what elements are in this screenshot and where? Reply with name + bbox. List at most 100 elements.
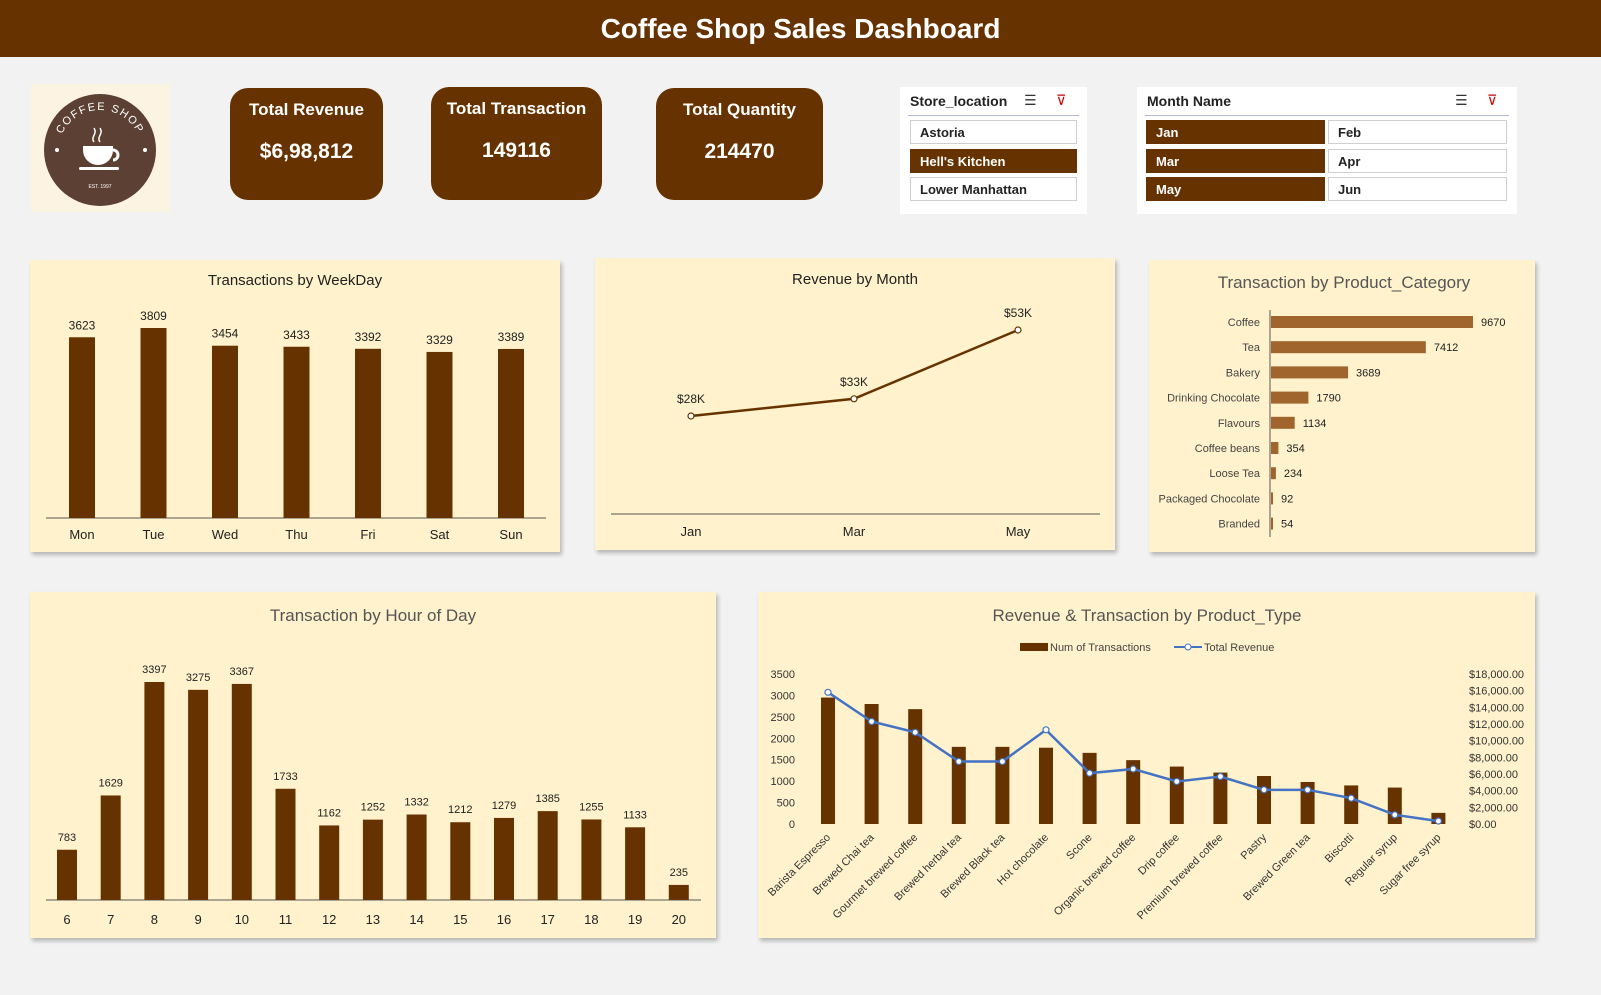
data-label: 3367 — [230, 666, 254, 678]
data-label: 92 — [1281, 493, 1293, 505]
chart-title: Transaction by Hour of Day — [270, 606, 477, 625]
bar — [1271, 517, 1273, 530]
slicer-item-may[interactable]: May — [1146, 177, 1325, 201]
data-label: 1790 — [1316, 393, 1340, 405]
month-chart: Revenue by Month $28K Jan $33K Mar $53K May — [611, 271, 1100, 539]
x-tick-label: Scone — [1064, 832, 1095, 863]
point — [850, 395, 858, 403]
bar — [283, 346, 310, 518]
y-right-tick-label: $6,000.00 — [1469, 769, 1518, 781]
data-label: 1134 — [1303, 418, 1327, 430]
bar — [1271, 467, 1276, 480]
bar — [188, 689, 209, 900]
logo-est: EST. 1997 — [88, 184, 111, 190]
bar — [450, 822, 471, 900]
y-tick-label: Branded — [1218, 519, 1260, 531]
slicer-item-jun[interactable]: Jun — [1328, 177, 1507, 201]
y-right-tick-label: $4,000.00 — [1469, 786, 1518, 798]
x-tick-label: Tue — [143, 527, 165, 542]
slicer-item-lower-manhattan[interactable]: Lower Manhattan — [910, 177, 1077, 201]
bar — [144, 682, 165, 900]
slicer-item-astoria[interactable]: Astoria — [910, 120, 1077, 144]
x-tick-label: Jan — [681, 524, 702, 539]
x-tick-label: Thu — [285, 527, 307, 542]
chart-title: Revenue by Month — [792, 271, 918, 288]
revenue-point — [1129, 765, 1137, 773]
slicer-item-hells-kitchen[interactable]: Hell's Kitchen — [910, 149, 1077, 173]
data-label: 3389 — [498, 330, 525, 344]
month-chart-panel: Revenue by Month $28K Jan $33K Mar $53K May — [595, 258, 1115, 550]
chart-title: Transaction by Product_Category — [1218, 273, 1471, 292]
hour-chart-panel: Transaction by Hour of Day 783 6 1629 7 3397 8… — [30, 592, 716, 938]
data-label: 1733 — [273, 771, 297, 783]
chart-title: Transactions by WeekDay — [208, 272, 383, 289]
y-right-tick-label: $0.00 — [1469, 819, 1497, 831]
bar — [668, 884, 689, 900]
series-line — [690, 328, 1019, 418]
x-tick-label: Gourmet brewed coffee — [831, 832, 921, 922]
legend-marker — [1184, 643, 1192, 651]
y-right-tick-label: $10,000.00 — [1469, 736, 1524, 748]
x-tick-label: 7 — [107, 912, 114, 927]
bar — [1271, 366, 1349, 379]
revenue-point — [998, 757, 1006, 766]
bar — [1257, 776, 1271, 824]
data-label: 1385 — [535, 793, 559, 805]
multi-select-icon[interactable]: ☰ — [1024, 92, 1037, 108]
slicer-divider — [908, 115, 1079, 116]
y-right-tick-label: $14,000.00 — [1469, 702, 1524, 714]
data-label: 1212 — [448, 804, 472, 816]
month-name-slicer: Month Name ☰ ⊽ Jan Feb Mar Apr May Jun — [1137, 87, 1517, 214]
y-tick-label: Loose Tea — [1209, 468, 1260, 480]
slicer-item-mar[interactable]: Mar — [1146, 149, 1325, 173]
bar — [821, 697, 835, 824]
revenue-point — [1260, 786, 1268, 794]
bar — [864, 704, 879, 824]
data-label: 3433 — [283, 328, 310, 342]
data-label: 3809 — [140, 309, 167, 323]
slicer-item-apr[interactable]: Apr — [1328, 149, 1507, 173]
bar — [1126, 760, 1141, 824]
data-label: 3329 — [426, 333, 453, 347]
bar — [1271, 492, 1273, 505]
kpi-total-revenue: Total Revenue $6,98,812 — [230, 88, 383, 200]
revenue-point — [1086, 769, 1094, 777]
slicer-divider — [1145, 115, 1509, 116]
product-chart-panel: Revenue & Transaction by Product_Type Num… — [758, 592, 1535, 938]
multi-select-icon[interactable]: ☰ — [1455, 92, 1468, 108]
weekday-chart-panel: Transactions by WeekDay 3623 Mon 3809 Tue 345… — [30, 260, 560, 552]
x-tick-label: Premium brewed coffee — [1135, 832, 1225, 922]
data-label: 1332 — [404, 797, 428, 809]
data-label: 354 — [1286, 443, 1304, 455]
x-tick-label: 19 — [628, 912, 642, 927]
category-chart: Transaction by Product_Category Coffee 967… — [1158, 273, 1505, 537]
weekday-chart: Transactions by WeekDay 3623 Mon 3809 Tue 345… — [46, 272, 546, 542]
clear-filter-icon[interactable]: ⊽ — [1487, 92, 1498, 108]
bar — [908, 709, 923, 824]
bar — [1387, 787, 1402, 824]
slicer-item-feb[interactable]: Feb — [1328, 120, 1507, 144]
revenue-point — [867, 717, 876, 726]
data-label: 3392 — [355, 330, 382, 344]
clear-filter-icon[interactable]: ⊽ — [1056, 92, 1067, 108]
x-tick-label: Mon — [69, 527, 94, 542]
bar — [1344, 785, 1359, 824]
data-label: 1162 — [317, 807, 341, 819]
x-tick-label: 16 — [497, 912, 511, 927]
data-label: $33K — [840, 375, 868, 389]
bar — [426, 351, 453, 518]
y-left-tick-label: 3500 — [771, 669, 795, 681]
slicer-item-jan[interactable]: Jan — [1146, 120, 1325, 144]
data-label: $53K — [1004, 306, 1032, 320]
y-tick-label: Coffee — [1228, 317, 1260, 329]
y-tick-label: Flavours — [1218, 418, 1261, 430]
y-left-tick-label: 2000 — [771, 733, 795, 745]
kpi-label: Total Revenue — [249, 100, 364, 119]
kpi-value: 149116 — [482, 139, 551, 162]
chart-title: Revenue & Transaction by Product_Type — [992, 606, 1301, 625]
category-chart-panel: Transaction by Product_Category Coffee 967… — [1149, 260, 1535, 552]
y-tick-label: Drinking Chocolate — [1167, 393, 1260, 405]
y-right-tick-label: $16,000.00 — [1469, 686, 1524, 698]
data-label: 783 — [58, 832, 76, 844]
kpi-value: 214470 — [704, 140, 775, 163]
